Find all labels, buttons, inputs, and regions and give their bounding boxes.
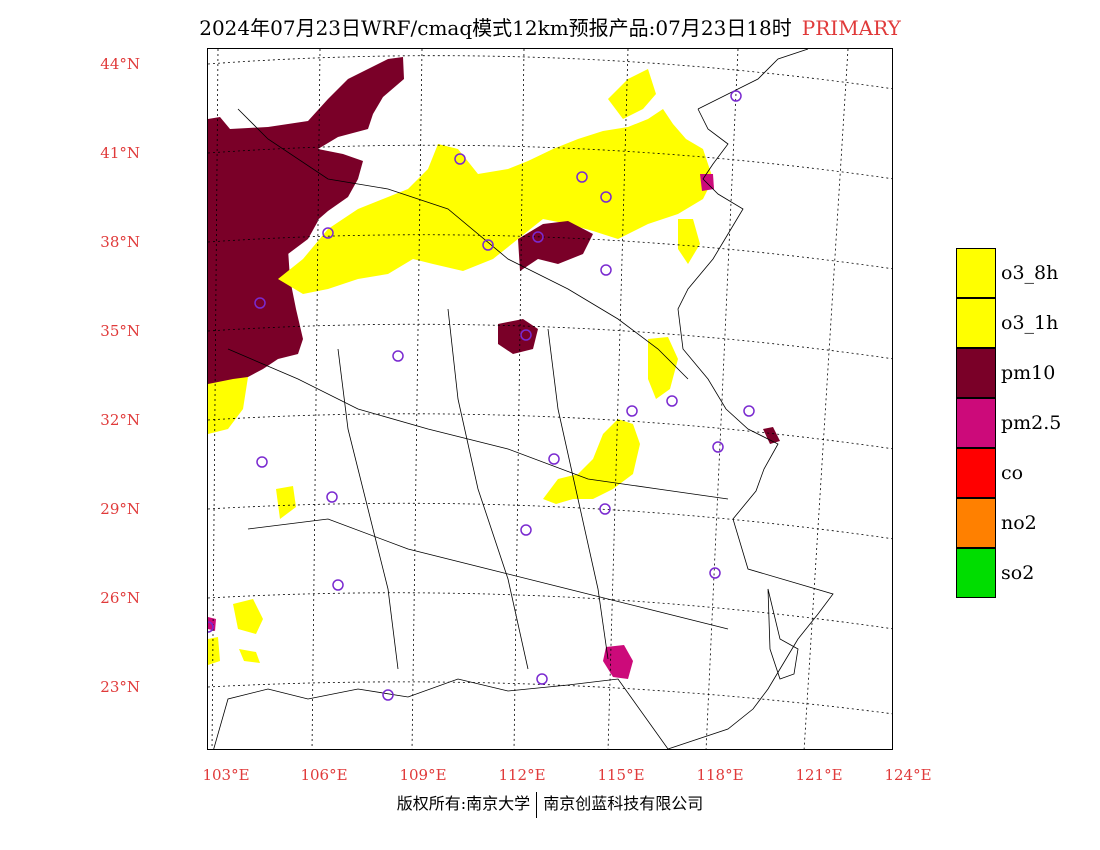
station-circle-icon: [520, 524, 532, 536]
legend-swatch-no2: [956, 498, 996, 548]
station-circle-icon: [532, 231, 544, 243]
lon-label-124: 124°E: [884, 766, 932, 784]
station-circle-icon: [600, 264, 612, 276]
copyright-right: 南京创蓝科技有限公司: [543, 794, 704, 813]
station-circle-icon: [482, 239, 494, 251]
map-canvas: [208, 49, 892, 749]
station-circle-icon: [254, 297, 266, 309]
legend-swatch-o3-8h: [956, 248, 996, 298]
lon-label-115: 115°E: [597, 766, 645, 784]
map-frame: [207, 48, 893, 750]
primary-tag: PRIMARY: [801, 16, 901, 40]
map-title: 2024年07月23日WRF/cmaq模式12km预报产品:07月23日18时 P…: [0, 12, 1100, 41]
legend-swatch-pm10: [956, 348, 996, 398]
station-circle-icon: [576, 171, 588, 183]
boundary-lines: [213, 49, 834, 749]
lat-label-32: 32°N: [100, 411, 140, 429]
legend-swatch-so2: [956, 548, 996, 598]
station-circle-icon: [208, 621, 214, 633]
station-circle-icon: [626, 405, 638, 417]
lat-label-35: 35°N: [100, 322, 140, 340]
station-circle-icon: [600, 191, 612, 203]
lat-label-26: 26°N: [100, 589, 140, 607]
station-circle-icon: [712, 441, 724, 453]
o3-region-north: [208, 69, 713, 665]
station-circle-icon: [709, 567, 721, 579]
station-circle-icon: [520, 329, 532, 341]
legend-label-so2: so2: [1001, 562, 1035, 584]
lon-label-106: 106°E: [300, 766, 348, 784]
station-markers: [208, 90, 755, 701]
legend-swatch-o3-1h: [956, 298, 996, 348]
pm10-region-northwest: [208, 57, 404, 389]
station-circle-icon: [256, 456, 268, 468]
legend-swatch-co: [956, 448, 996, 498]
lat-label-38: 38°N: [100, 233, 140, 251]
lon-label-112: 112°E: [498, 766, 546, 784]
lat-label-29: 29°N: [100, 500, 140, 518]
legend-swatch-pm25: [956, 398, 996, 448]
copyright-footer: 版权所有:南京大学 南京创蓝科技有限公司: [0, 790, 1100, 818]
lat-label-23: 23°N: [100, 678, 140, 696]
station-circle-icon: [326, 491, 338, 503]
legend-label-no2: no2: [1001, 512, 1037, 534]
station-circle-icon: [392, 350, 404, 362]
lon-label-121: 121°E: [795, 766, 843, 784]
station-circle-icon: [322, 227, 334, 239]
map-title-text: 2024年07月23日WRF/cmaq模式12km预报产品:07月23日18时: [199, 16, 792, 40]
station-circle-icon: [382, 689, 394, 701]
lat-label-41: 41°N: [100, 144, 140, 162]
station-circle-icon: [536, 673, 548, 685]
lon-label-118: 118°E: [696, 766, 744, 784]
lon-gridlines: [211, 49, 849, 749]
station-circle-icon: [666, 395, 678, 407]
station-circle-icon: [599, 503, 611, 515]
copyright-left: 版权所有:南京大学: [396, 794, 531, 813]
footer-divider: [536, 791, 538, 818]
station-circle-icon: [454, 153, 466, 165]
station-circle-icon: [548, 453, 560, 465]
pm10-region-central: [498, 221, 780, 444]
station-circle-icon: [332, 579, 344, 591]
legend-label-o3-1h: o3_1h: [1001, 312, 1059, 334]
station-circle-icon: [743, 405, 755, 417]
legend-label-pm10: pm10: [1001, 362, 1056, 384]
lon-label-109: 109°E: [399, 766, 447, 784]
station-circle-icon: [730, 90, 742, 102]
lat-gridlines: [208, 55, 892, 715]
lat-label-44: 44°N: [100, 55, 140, 73]
lon-label-103: 103°E: [202, 766, 250, 784]
legend-label-o3-8h: o3_8h: [1001, 262, 1059, 284]
legend-label-co: co: [1001, 462, 1024, 484]
legend-label-pm25: pm2.5: [1001, 412, 1062, 434]
